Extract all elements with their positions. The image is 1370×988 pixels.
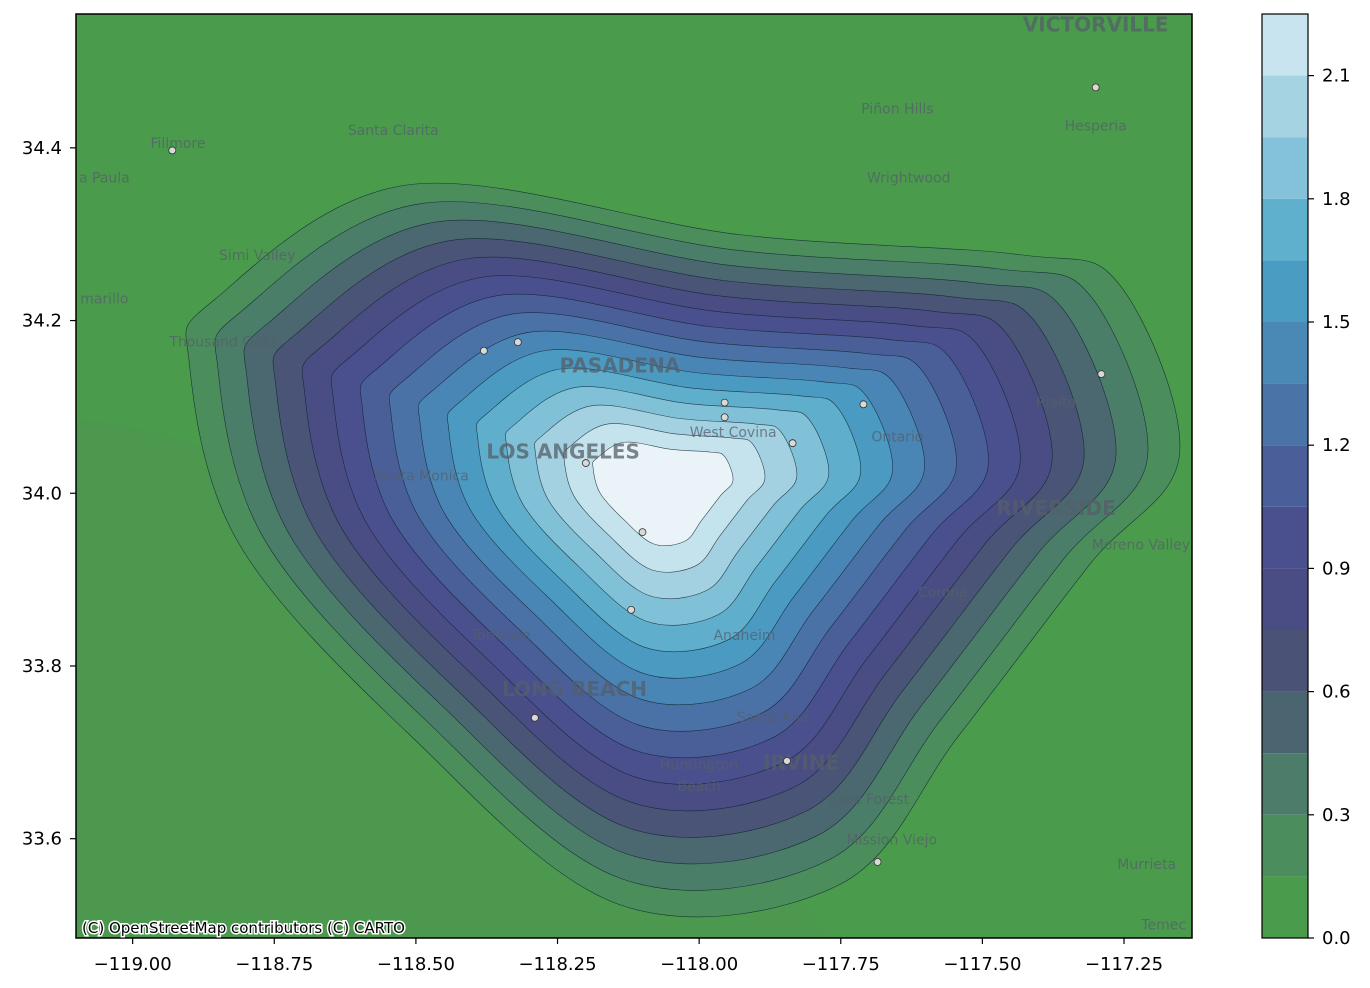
place-label: PASADENA	[560, 353, 681, 377]
place-label: Santa Ana	[737, 710, 809, 726]
colorbar-tick-label: 0.6	[1322, 682, 1351, 703]
data-point	[627, 605, 636, 614]
colorbar-segment	[1262, 630, 1308, 692]
x-tick-label: −118.00	[660, 954, 738, 975]
y-axis: 33.6 33.8 34.0 34.2 34.4	[22, 138, 76, 850]
data-point	[530, 713, 539, 722]
place-label: a Paula	[79, 170, 130, 186]
place-label: marillo	[80, 291, 128, 307]
place-label: Ontario	[871, 429, 923, 445]
place-label: Mission Viejo	[846, 833, 937, 849]
colorbar-segment	[1262, 814, 1308, 877]
contour-band	[592, 441, 734, 547]
colorbar-segment	[1262, 753, 1308, 815]
colorbar-frame	[1261, 13, 1309, 939]
colorbar-tick-label: 2.1	[1322, 66, 1351, 87]
x-axis: −119.00 −118.75 −118.50 −118.25 −118.00 −117.…	[94, 938, 1163, 975]
colorbar-segment	[1262, 14, 1308, 76]
x-tick-label: −117.75	[802, 954, 880, 975]
colorbar-segment	[1262, 383, 1308, 446]
sample-points	[168, 83, 1106, 866]
colorbar-tick-label: 1.8	[1322, 189, 1351, 210]
colorbar-tick-label: 1.5	[1322, 312, 1351, 333]
place-label: LONG BEACH	[502, 677, 647, 701]
colorbar-segment	[1262, 75, 1308, 138]
map-area: VICTORVILLE Piñon Hills Hesperia Santa Clar…	[76, 12, 1192, 938]
colorbar-segment	[1262, 260, 1308, 322]
y-tick-label: 34.0	[22, 483, 62, 504]
colorbar: 0.0 0.3 0.6 0.9 1.2 1.5 1.8 2.1	[1261, 13, 1351, 949]
place-label: Hesperia	[1065, 119, 1127, 135]
data-point	[513, 338, 522, 347]
place-label: Piñon Hills	[861, 101, 933, 117]
place-label: Lake Forest	[829, 792, 910, 808]
place-label: Wrightwood	[867, 170, 951, 186]
place-label: Fillmore	[150, 136, 205, 152]
place-label: Santa Monica	[374, 468, 469, 484]
x-tick-label: −118.75	[235, 954, 313, 975]
colorbar-tick-label: 1.2	[1322, 435, 1351, 456]
x-tick-label: −118.50	[377, 954, 455, 975]
x-tick-label: −117.25	[1085, 954, 1163, 975]
colorbar-segment	[1262, 876, 1308, 938]
basemap-labels: VICTORVILLE Piñon Hills Hesperia Santa Clar…	[79, 12, 1190, 933]
place-label: Corona	[918, 585, 968, 601]
data-point	[859, 400, 868, 409]
data-point	[638, 528, 647, 537]
place-label: West Covina	[690, 425, 777, 441]
colorbar-tick-label: 0.9	[1322, 558, 1351, 579]
y-tick-label: 34.2	[22, 311, 62, 332]
density-contours	[185, 182, 1181, 918]
data-point	[168, 146, 177, 155]
place-label: Murrieta	[1117, 857, 1176, 873]
place-label: Thousand Oaks	[168, 334, 277, 350]
plot-frame	[75, 13, 1193, 939]
data-point	[788, 439, 797, 448]
data-point	[1091, 83, 1100, 92]
place-label: Torrance	[470, 628, 531, 644]
place-label: Anaheim	[713, 628, 775, 644]
place-label: Temec	[1140, 917, 1186, 933]
y-tick-label: 34.4	[22, 138, 62, 159]
place-label: IRVINE	[763, 751, 839, 775]
place-label: Moreno Valley	[1092, 537, 1190, 553]
place-label: Simi Valley	[219, 248, 296, 264]
place-label: VICTORVILLE	[1023, 12, 1169, 36]
x-tick-label: −117.50	[943, 954, 1021, 975]
place-label: Santa Clarita	[348, 123, 439, 139]
place-label: LOS ANGELES	[486, 440, 640, 464]
colorbar-segment	[1262, 322, 1308, 384]
colorbar-tick-label: 0.0	[1322, 928, 1351, 949]
y-tick-label: 33.6	[22, 829, 62, 850]
data-point	[783, 757, 791, 765]
place-label: RIVERSIDE	[996, 496, 1116, 520]
data-point	[581, 459, 590, 467]
place-label: Rialto	[1036, 395, 1076, 411]
data-point	[873, 858, 882, 866]
map-attribution: (C) OpenStreetMap contributors (C) CARTO	[82, 919, 405, 937]
colorbar-segment	[1262, 568, 1308, 630]
data-point	[720, 398, 729, 407]
colorbar-segment	[1262, 198, 1308, 261]
colorbar-segment	[1262, 691, 1308, 754]
place-label: Beach	[677, 779, 720, 795]
y-tick-label: 33.8	[22, 656, 62, 677]
data-point	[720, 413, 729, 422]
data-point	[1097, 370, 1106, 379]
colorbar-segment	[1262, 506, 1308, 569]
x-tick-label: −118.25	[518, 954, 596, 975]
x-tick-label: −119.00	[94, 954, 172, 975]
colorbar-tick-label: 0.3	[1322, 805, 1351, 826]
colorbar-segment	[1262, 137, 1308, 199]
colorbar-segment	[1262, 445, 1308, 507]
place-label: Huntington	[660, 758, 738, 774]
data-point	[479, 346, 488, 355]
